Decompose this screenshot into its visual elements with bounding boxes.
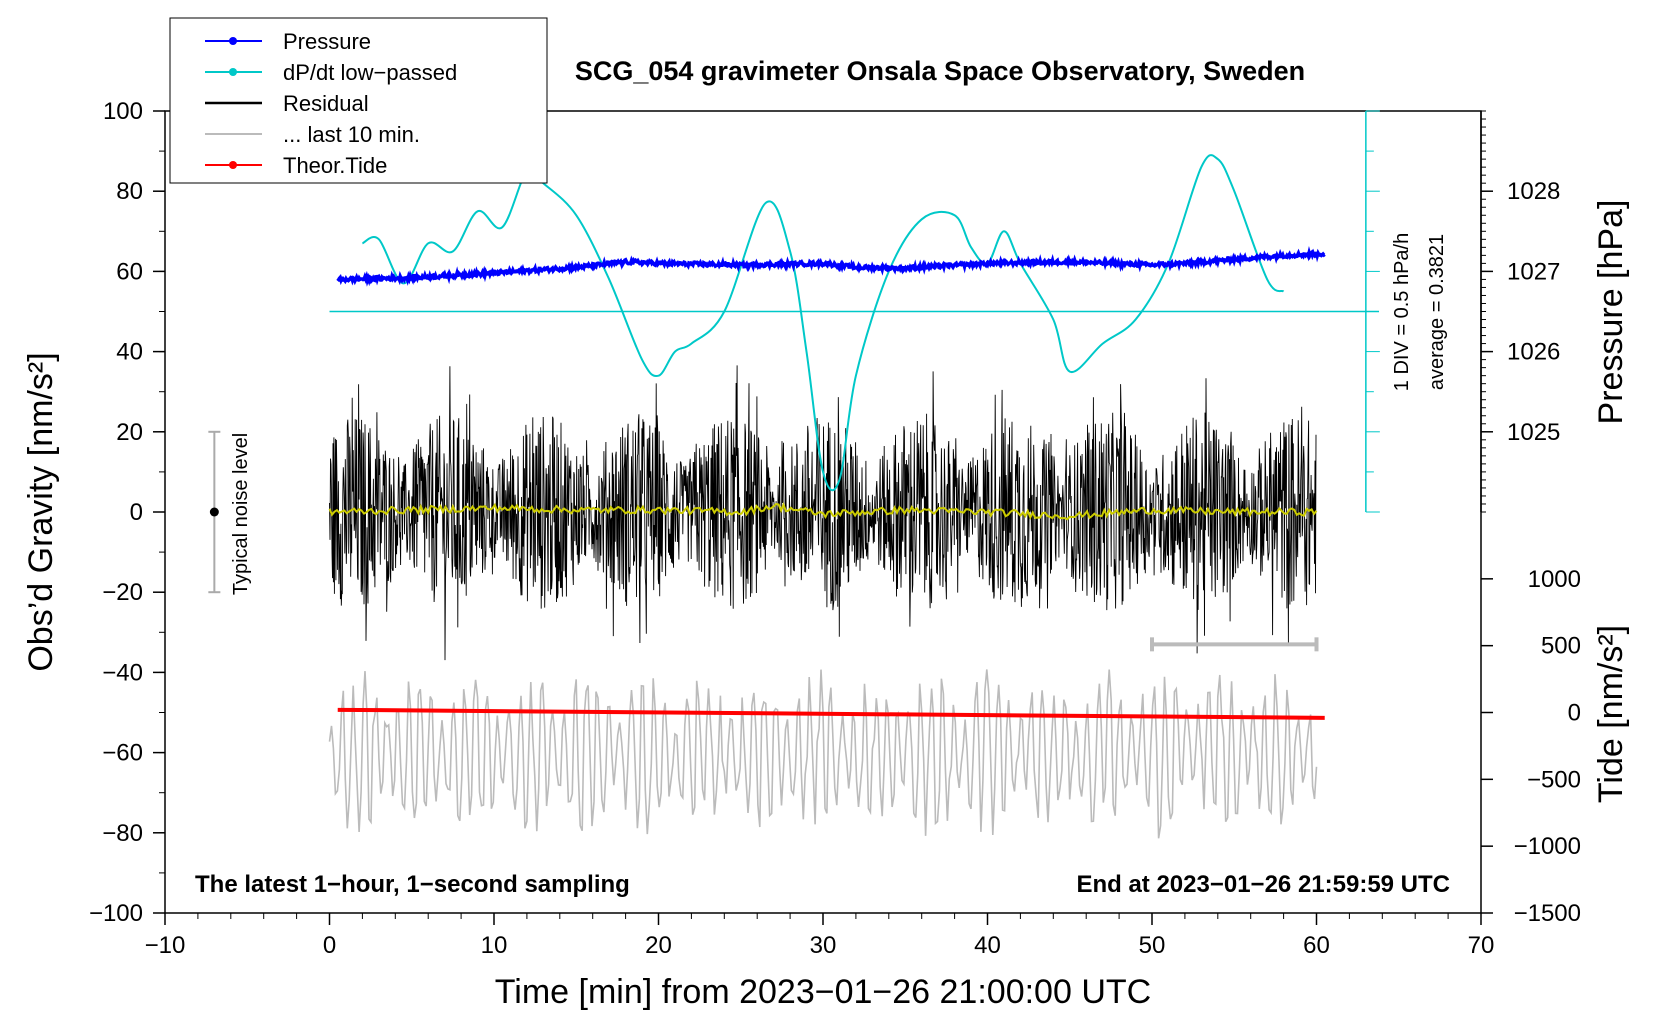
tide-tick-label: −1000 bbox=[1514, 833, 1581, 860]
y-tick-label: −100 bbox=[89, 900, 143, 927]
y-tick-label: 20 bbox=[116, 419, 143, 446]
legend: Pressure dP/dt low−passed Residual ... last… bbox=[169, 17, 548, 184]
x-tick-label: 70 bbox=[1468, 932, 1495, 959]
y-tick-label: −20 bbox=[102, 579, 143, 606]
x-tick-label: 60 bbox=[1303, 932, 1330, 959]
y-tick-label: −40 bbox=[102, 659, 143, 686]
x-tick-label: −10 bbox=[145, 932, 186, 959]
y-axis-title-tide: Tide [nm/s²] bbox=[1592, 625, 1630, 803]
chart-title: SCG_054 gravimeter Onsala Space Observat… bbox=[575, 56, 1305, 86]
y-tick-label: −60 bbox=[102, 740, 143, 767]
y-axis-title-left: Obs’d Gravity [nm/s²] bbox=[22, 352, 60, 671]
x-tick-label: 0 bbox=[323, 932, 336, 959]
y-tick-label: 40 bbox=[116, 339, 143, 366]
series-line-pressure bbox=[336, 246, 1326, 287]
y-tick-label: 60 bbox=[116, 258, 143, 285]
pressure-tick-label: 1027 bbox=[1507, 258, 1560, 285]
bottom-right-note: End at 2023−01−26 21:59:59 UTC bbox=[1076, 871, 1450, 898]
series-line-last-10-min bbox=[328, 669, 1318, 839]
tide-tick-label: −500 bbox=[1527, 766, 1581, 793]
average-label: average = 0.3821 bbox=[1426, 234, 1448, 390]
noise-bar-center-dot bbox=[209, 507, 219, 517]
pressure-tick-label: 1025 bbox=[1507, 419, 1560, 446]
series-line-residual-lowpass bbox=[328, 501, 1318, 521]
tide-tick-label: 500 bbox=[1541, 633, 1581, 660]
y-tick-label: 100 bbox=[103, 98, 143, 125]
x-tick-label: 20 bbox=[645, 932, 672, 959]
x-tick-label: 50 bbox=[1139, 932, 1166, 959]
series-line-theor-tide bbox=[337, 707, 1325, 720]
pressure-tick-label: 1026 bbox=[1507, 339, 1560, 366]
noise-bar-label: Typical noise level bbox=[230, 433, 252, 595]
legend-box bbox=[169, 17, 548, 184]
axes-layer: −10 0 10 20 30 40 50 60 70−100−80−60−40−20020406… bbox=[89, 98, 1581, 959]
y-tick-label: 80 bbox=[116, 178, 143, 205]
y-tick-label: −80 bbox=[102, 820, 143, 847]
legend-marker bbox=[229, 68, 237, 76]
legend-label: Residual bbox=[283, 91, 369, 116]
bottom-left-note: The latest 1−hour, 1−second sampling bbox=[195, 871, 630, 898]
x-tick-label: 40 bbox=[974, 932, 1001, 959]
div-label: 1 DIV = 0.5 hPa/h bbox=[1391, 233, 1413, 391]
x-axis-title: Time [min] from 2023−01−26 21:00:00 UTC bbox=[495, 973, 1151, 1011]
tide-tick-label: 0 bbox=[1568, 700, 1581, 727]
legend-marker bbox=[229, 37, 237, 45]
legend-label: Pressure bbox=[283, 29, 371, 54]
data-layer bbox=[208, 110, 1380, 839]
legend-label: Theor.Tide bbox=[283, 153, 387, 178]
x-tick-label: 10 bbox=[481, 932, 508, 959]
pressure-tick-label: 1028 bbox=[1507, 178, 1560, 205]
y-axis-title-pressure: Pressure [hPa] bbox=[1592, 200, 1630, 425]
series-line-residual bbox=[329, 365, 1317, 661]
legend-label: dP/dt low−passed bbox=[283, 60, 457, 85]
x-tick-label: 30 bbox=[810, 932, 837, 959]
legend-marker bbox=[229, 161, 237, 169]
tide-tick-label: 1000 bbox=[1528, 566, 1581, 593]
legend-label: ... last 10 min. bbox=[283, 122, 420, 147]
tide-tick-label: −1500 bbox=[1514, 900, 1581, 927]
y-tick-label: 0 bbox=[130, 499, 143, 526]
